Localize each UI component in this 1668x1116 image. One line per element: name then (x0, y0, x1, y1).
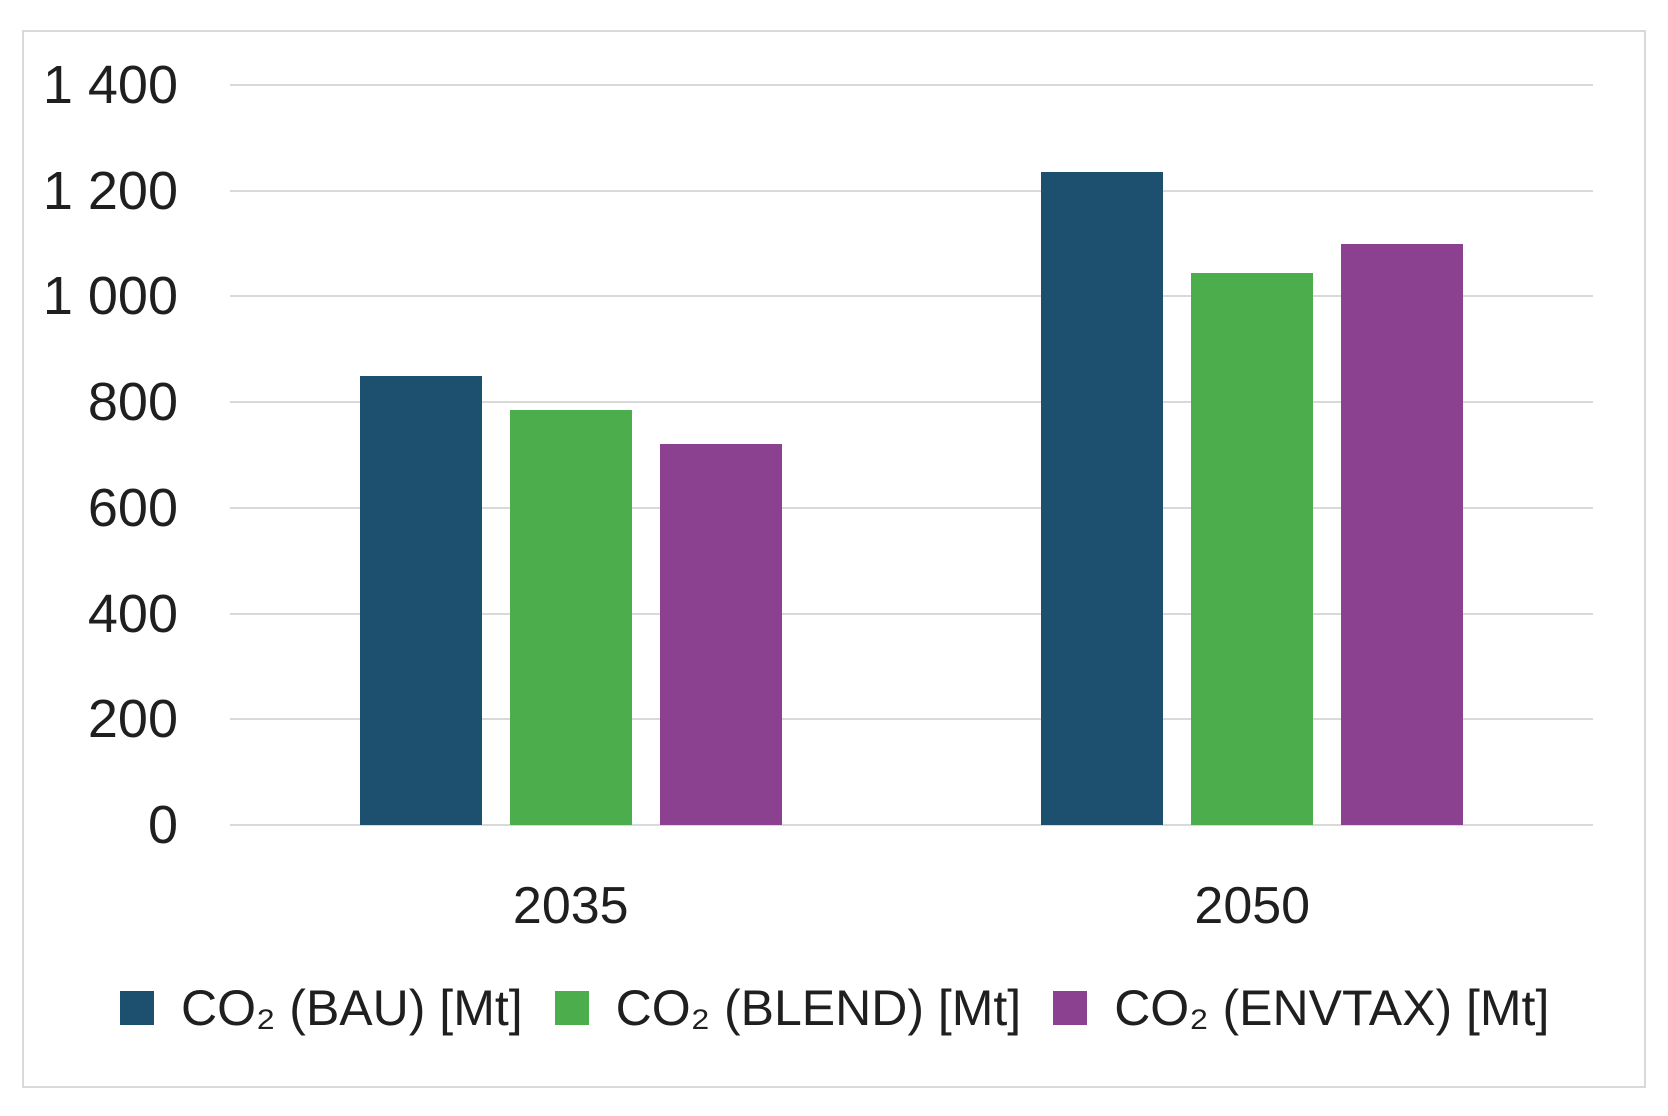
chart-frame: 0 200 400 600 800 1 000 1 200 1 400 2035 2050 CO… (22, 30, 1646, 1088)
y-axis-tick-label-200: 200 (87, 689, 178, 750)
legend-label-blend: CO₂ (BLEND) [Mt] (615, 980, 1022, 1036)
legend-swatch-blend (554, 991, 589, 1025)
bar-bau-2050 (1041, 172, 1164, 825)
legend-item-envtax: CO₂ (ENVTAX) [Mt] (1053, 980, 1549, 1036)
gridline-1000 (230, 295, 1593, 298)
legend-label-envtax: CO₂ (ENVTAX) [Mt] (1114, 980, 1550, 1036)
gridline-200 (230, 718, 1593, 721)
y-axis-tick-label-1200: 1 200 (42, 160, 178, 221)
y-axis-tick-label-1000: 1 000 (42, 266, 178, 327)
legend-item-blend: CO₂ (BLEND) [Mt] (554, 980, 1022, 1036)
legend-item-bau: CO₂ (BAU) [Mt] (120, 980, 523, 1036)
gridline-800 (230, 401, 1593, 404)
bar-blend-2050 (1191, 272, 1314, 825)
bar-envtax-2050 (1341, 243, 1464, 825)
bar-bau-2035 (359, 375, 482, 825)
y-axis-tick-label-600: 600 (87, 477, 178, 538)
gridline-0 (230, 824, 1593, 826)
y-axis-tick-label-1400: 1 400 (42, 55, 178, 115)
x-axis-label-2035: 2035 (512, 877, 629, 935)
y-axis-tick-label-0: 0 (147, 795, 178, 855)
bar-blend-2035 (509, 410, 632, 825)
gridline-600 (230, 506, 1593, 509)
y-axis-tick-label-800: 800 (87, 372, 178, 433)
legend-swatch-envtax (1053, 991, 1088, 1025)
gridline-1400 (230, 84, 1593, 86)
gridline-400 (230, 612, 1593, 615)
legend-label-bau: CO₂ (BAU) [Mt] (181, 980, 523, 1036)
gridline-1200 (230, 189, 1593, 192)
y-axis-tick-label-400: 400 (87, 583, 178, 644)
x-axis-label-2050: 2050 (1194, 877, 1311, 935)
legend-swatch-bau (120, 991, 154, 1025)
legend: CO₂ (BAU) [Mt] CO₂ (BLEND) [Mt] CO₂ (ENVTA… (120, 980, 1549, 1036)
bar-envtax-2035 (659, 444, 782, 825)
